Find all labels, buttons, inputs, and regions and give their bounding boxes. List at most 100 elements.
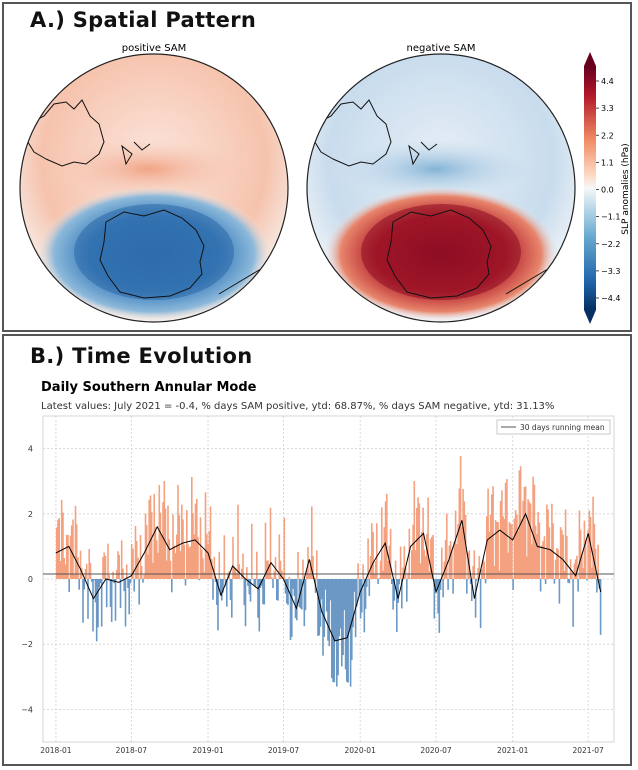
daily-sam-bar [394, 560, 397, 579]
daily-sam-bar [297, 552, 299, 579]
daily-sam-bar [133, 579, 135, 592]
daily-sam-bar [119, 579, 122, 609]
daily-sam-bar [547, 509, 549, 579]
daily-sam-bar [100, 579, 103, 627]
daily-sam-bar [129, 579, 132, 584]
daily-sam-bar [65, 535, 68, 579]
daily-sam-bar [549, 548, 552, 579]
daily-sam-bar [353, 579, 356, 592]
daily-sam-bar [328, 579, 331, 647]
daily-sam-bar [572, 579, 574, 627]
daily-sam-bar [471, 579, 473, 601]
y-tick-label: 0 [28, 575, 33, 584]
daily-sam-bar [396, 579, 398, 633]
daily-sam-bar [112, 571, 114, 579]
daily-sam-bar [559, 527, 562, 579]
daily-sam-bar [72, 519, 74, 579]
daily-sam-bar [591, 567, 593, 579]
daily-sam-bar [277, 579, 279, 601]
daily-sam-bar [226, 579, 228, 607]
daily-sam-bar [234, 567, 237, 579]
y-tick-label: −4 [21, 705, 33, 714]
daily-sam-bar [134, 526, 137, 579]
daily-sam-bar [103, 552, 105, 579]
daily-sam-bar [393, 579, 396, 601]
daily-sam-bar [229, 579, 232, 600]
daily-sam-bar [227, 572, 229, 579]
daily-sam-bar [272, 579, 274, 588]
daily-sam-bar [263, 579, 266, 605]
daily-sam-bar [418, 503, 421, 579]
daily-sam-bar [592, 496, 594, 579]
daily-sam-bar [303, 579, 306, 627]
daily-sam-bar [276, 579, 278, 601]
daily-sam-bar [118, 554, 120, 579]
x-tick-label: 2019-07 [268, 746, 300, 755]
daily-sam-bar [177, 485, 179, 579]
daily-sam-bar [526, 556, 528, 579]
colorbar-tick-label: 3.3 [601, 104, 614, 113]
daily-sam-bar [181, 504, 183, 579]
daily-sam-bar [364, 579, 367, 609]
daily-sam-bar [449, 541, 452, 579]
daily-sam-bar [442, 579, 444, 598]
daily-sam-bar [252, 578, 254, 579]
daily-sam-bar [496, 521, 498, 579]
daily-sam-bar [488, 531, 491, 579]
daily-sam-bar [339, 579, 342, 629]
daily-sam-bar [548, 527, 551, 579]
daily-sam-bar [343, 579, 346, 610]
daily-sam-bar [463, 501, 466, 579]
daily-sam-bar [464, 514, 467, 579]
daily-sam-bar [386, 493, 388, 579]
daily-sam-bar [288, 576, 291, 579]
daily-sam-bar [152, 562, 154, 579]
positive-sam-map [20, 54, 288, 322]
daily-sam-bar [589, 517, 592, 579]
daily-sam-bar [428, 571, 431, 579]
daily-sam-bar [173, 545, 176, 579]
daily-sam-bar [429, 538, 432, 579]
daily-sam-bar [94, 579, 97, 603]
daily-sam-bar [461, 526, 463, 579]
daily-sam-bar [68, 579, 70, 592]
daily-sam-bar [551, 503, 553, 579]
daily-sam-bar [584, 539, 587, 579]
daily-sam-bar [424, 556, 427, 579]
daily-sam-bar [421, 532, 423, 579]
daily-sam-bar [67, 534, 69, 579]
daily-sam-bar [85, 563, 88, 579]
daily-sam-bar [499, 501, 502, 579]
daily-sam-bar [356, 579, 358, 607]
daily-sam-bar [289, 579, 292, 640]
daily-sam-bar [568, 579, 571, 584]
daily-sam-bar [161, 534, 163, 579]
daily-sam-bar [246, 567, 248, 579]
daily-sam-bar [507, 552, 509, 579]
daily-sam-bar [153, 494, 155, 579]
daily-sam-bar [372, 532, 374, 579]
daily-sam-bar [95, 579, 98, 642]
daily-sam-bar [184, 579, 187, 586]
daily-sam-bar [324, 579, 327, 590]
daily-sam-bar [556, 548, 558, 579]
daily-sam-bar [446, 513, 448, 579]
daily-sam-bar [577, 579, 579, 592]
daily-sam-bar [558, 579, 561, 604]
daily-sam-bar [281, 570, 283, 579]
daily-sam-bar [217, 579, 219, 631]
daily-sam-bar [312, 555, 314, 579]
daily-sam-bar [502, 516, 504, 579]
daily-sam-bar [317, 579, 319, 636]
daily-sam-bar [476, 579, 478, 581]
daily-sam-bar [248, 579, 251, 595]
negative-sam-map-title: negative SAM [407, 43, 476, 54]
colorbar-tick-label: 0.0 [601, 186, 614, 195]
daily-sam-bar [75, 524, 78, 579]
daily-sam-bar [128, 579, 130, 615]
daily-sam-bar [323, 579, 326, 637]
colorbar: 4.4 3.3 2.2 1.1 0.0 −1.1 −2.2 −3.3 −4.4 SLP anom… [584, 52, 630, 324]
daily-sam-bar [586, 579, 588, 581]
daily-sam-bar [348, 579, 351, 629]
chart-subtitle: Latest values: July 2021 = -0.4, % days … [41, 401, 554, 412]
